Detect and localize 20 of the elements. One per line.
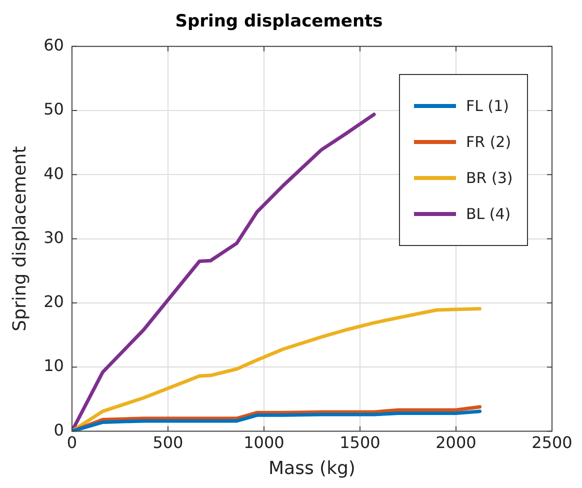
x-tick-label: 0	[66, 432, 78, 452]
y-tick-label: 10	[44, 356, 64, 376]
x-tick-label: 2000	[436, 432, 476, 452]
x-tick-label: 2500	[532, 432, 572, 452]
x-tick-label: 500	[152, 432, 184, 452]
y-axis-title: Spring displacement	[9, 146, 30, 332]
y-tick-label: 50	[44, 100, 64, 119]
x-tick-label: 1500	[340, 432, 380, 452]
y-tick-label: 40	[44, 164, 64, 183]
legend-label: BL (4)	[466, 205, 511, 224]
y-tick-label: 60	[44, 36, 64, 55]
legend-label: FR (2)	[466, 133, 512, 152]
y-tick-label: 20	[44, 292, 64, 312]
legend-label: BR (3)	[466, 169, 513, 188]
y-tick-label: 30	[44, 228, 64, 247]
chart-title: Spring displacements	[175, 12, 383, 32]
x-tick-label: 1000	[244, 432, 284, 452]
x-axis-title: Mass (kg)	[268, 458, 356, 479]
legend-label: FL (1)	[466, 97, 510, 116]
y-tick-label: 0	[54, 420, 64, 440]
